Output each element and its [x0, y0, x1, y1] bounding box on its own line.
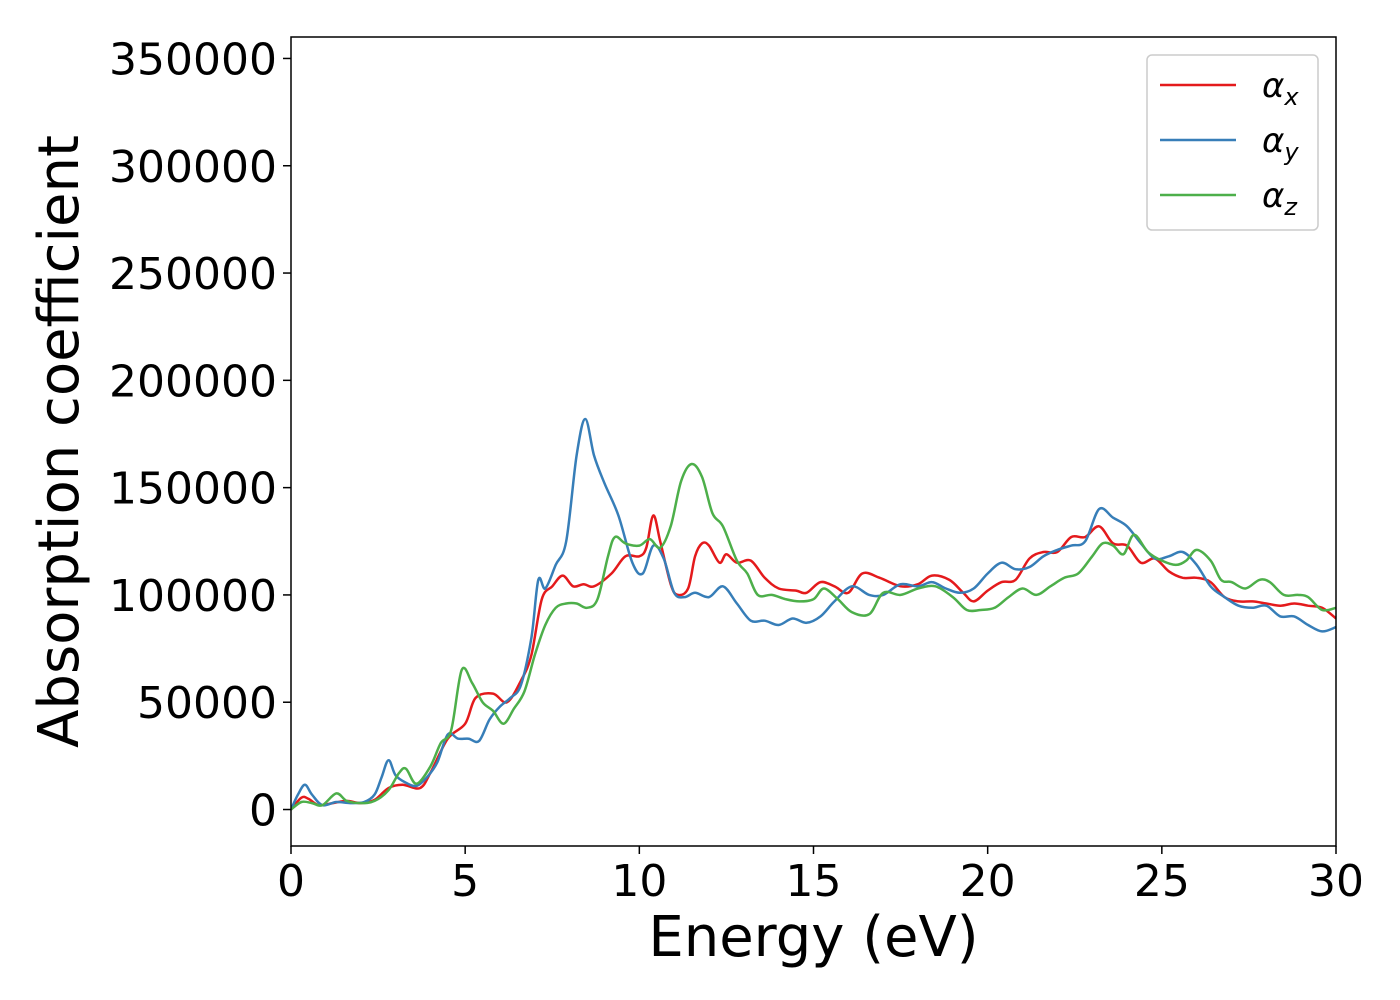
y-tick-label: 50000: [137, 678, 277, 729]
series-line-alpha-y: [291, 417, 1336, 811]
y-tick-label: 200000: [109, 356, 277, 407]
series-line-alpha-z: [291, 462, 1336, 811]
y-tick-label: 250000: [109, 249, 277, 300]
x-tick-label: 15: [786, 856, 842, 907]
y-tick-label: 150000: [109, 464, 277, 515]
series-layer: [291, 417, 1336, 811]
y-tick-label: 300000: [109, 142, 277, 193]
y-axis-title: Absorption coefficient: [27, 135, 92, 748]
legend-label-alpha-x: αx: [1262, 66, 1299, 111]
legend-label-alpha-y: αy: [1262, 121, 1299, 166]
series-line-alpha-x: [291, 514, 1336, 811]
x-tick-label: 5: [451, 856, 479, 907]
x-axis-title: Energy (eV): [648, 905, 978, 970]
x-tick-label: 30: [1308, 856, 1364, 907]
x-tick-label: 20: [960, 856, 1016, 907]
legend: αx αy αz: [1146, 54, 1319, 231]
y-tick-label: 100000: [109, 571, 277, 622]
x-tick-label: 0: [277, 856, 305, 907]
x-axis: 0 5 10 15 20 25 30: [277, 846, 1364, 907]
legend-label-alpha-z: αz: [1262, 176, 1298, 221]
y-tick-label: 350000: [109, 34, 277, 85]
legend-box: [1146, 54, 1319, 231]
y-axis: 0 50000 100000 150000 200000 250000 300000 3500…: [109, 34, 291, 837]
y-tick-label: 0: [249, 786, 277, 837]
x-tick-label: 25: [1134, 856, 1190, 907]
x-tick-label: 10: [611, 856, 667, 907]
